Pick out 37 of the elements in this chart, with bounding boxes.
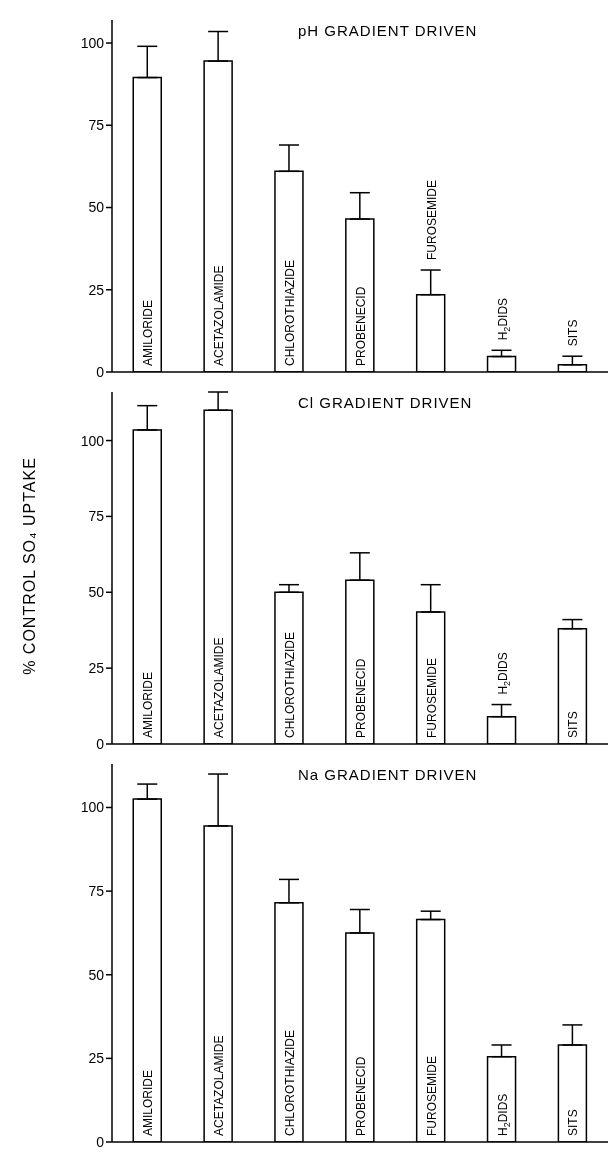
y-axis-title: % CONTROL SO₄ UPTAKE bbox=[21, 457, 38, 675]
y-tick-label: 100 bbox=[80, 35, 105, 51]
chart-title: Na GRADIENT DRIVEN bbox=[298, 766, 478, 783]
y-tick-label: 50 bbox=[88, 199, 105, 216]
y-tick-label: 75 bbox=[88, 508, 105, 525]
x-tick-label: AMILORIDE bbox=[141, 1069, 156, 1136]
x-tick-label: SITS bbox=[566, 1109, 581, 1136]
y-tick-label: 25 bbox=[88, 660, 105, 677]
y-tick-label: 0 bbox=[96, 1133, 105, 1150]
y-tick-label: 25 bbox=[88, 281, 105, 298]
x-tick-label: AMILORIDE bbox=[141, 671, 156, 738]
x-tick-label: AMILORIDE bbox=[141, 299, 156, 366]
chart-title: pH GRADIENT DRIVEN bbox=[298, 22, 478, 39]
x-tick-label: FUROSEMIDE bbox=[424, 657, 439, 738]
x-tick-label: PROBENECID bbox=[353, 286, 368, 366]
y-tick-label: 100 bbox=[80, 799, 105, 816]
y-tick-label: 75 bbox=[88, 883, 105, 900]
y-tick-label: 25 bbox=[88, 1050, 105, 1067]
x-tick-label: FUROSEMIDE bbox=[424, 180, 439, 261]
x-tick-label: PROBENECID bbox=[353, 1056, 368, 1136]
x-tick-label: CHLOROTHIAZIDE bbox=[282, 259, 297, 366]
y-tick-label: 50 bbox=[88, 584, 105, 601]
x-tick-label: SITS bbox=[566, 319, 581, 347]
x-tick-label: CHLOROTHIAZIDE bbox=[282, 1029, 297, 1136]
y-tick-label: 50 bbox=[88, 966, 105, 983]
x-tick-label: ACETAZOLAMIDE bbox=[212, 1035, 227, 1136]
x-tick-label: PROBENECID bbox=[353, 658, 368, 738]
x-tick-label: CHLOROTHIAZIDE bbox=[282, 631, 297, 738]
y-tick-label: 100 bbox=[80, 432, 105, 449]
y-tick-label: 0 bbox=[96, 363, 105, 380]
x-tick-label: ACETAZOLAMIDE bbox=[212, 637, 227, 738]
x-tick-label: SITS bbox=[566, 711, 581, 738]
y-tick-label: 75 bbox=[88, 117, 105, 134]
chart-title: Cl GRADIENT DRIVEN bbox=[298, 394, 473, 411]
x-tick-label: FUROSEMIDE bbox=[424, 1055, 439, 1136]
x-tick-label: ACETAZOLAMIDE bbox=[212, 265, 227, 366]
y-tick-label: 0 bbox=[96, 735, 105, 752]
